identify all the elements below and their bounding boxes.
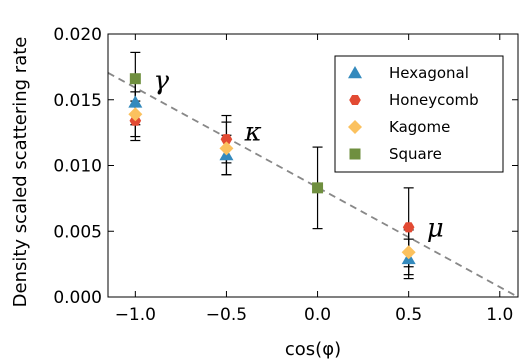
- y-tick-label: 0.010: [53, 157, 102, 177]
- legend-label-honeycomb: Honeycomb: [389, 91, 479, 109]
- legend-label-square: Square: [389, 145, 442, 163]
- legend-marker-hexagonal: [348, 66, 362, 79]
- data-point-honeycomb: [402, 222, 415, 233]
- legend-label-kagome: Kagome: [389, 118, 450, 136]
- x-axis-label: cos(φ): [285, 339, 341, 360]
- data-point-square: [312, 182, 324, 194]
- x-tick-label: 0.0: [304, 305, 331, 325]
- legend-box: [334, 55, 504, 173]
- data-point-hexagonal: [128, 95, 143, 108]
- data-point-kagome: [128, 107, 143, 122]
- legend-marker-kagome: [348, 120, 362, 134]
- legend: Hexagonal Honeycomb Kagome Square: [334, 55, 504, 173]
- legend-label-hexagonal: Hexagonal: [389, 64, 469, 82]
- annotation-label: μ: [427, 214, 444, 244]
- x-tick-label: 1.0: [486, 305, 513, 325]
- annotation-label: κ: [244, 118, 262, 148]
- y-tick-label: 0.020: [53, 25, 102, 45]
- data-point-kagome: [219, 141, 234, 156]
- data-point-square: [129, 73, 141, 85]
- y-tick-label: 0.000: [53, 288, 102, 308]
- x-tick-label: 0.5: [395, 305, 422, 325]
- x-tick-label: −0.5: [206, 305, 247, 325]
- y-tick-label: 0.005: [53, 222, 102, 242]
- legend-marker-square: [349, 148, 361, 160]
- plot-area: −1.0 −0.5 0.0 0.5 1.0 0.000 0.005 0.010 0.015 0.0…: [53, 25, 519, 325]
- data-point-honeycomb: [220, 134, 233, 145]
- annotation-label: γ: [154, 66, 170, 96]
- legend-marker-honeycomb: [349, 94, 361, 106]
- x-tick-label: −1.0: [115, 305, 156, 325]
- data-point-kagome: [401, 245, 416, 260]
- y-tick-label: 0.015: [53, 91, 102, 111]
- y-axis-label: Density scaled scattering rate: [10, 37, 31, 308]
